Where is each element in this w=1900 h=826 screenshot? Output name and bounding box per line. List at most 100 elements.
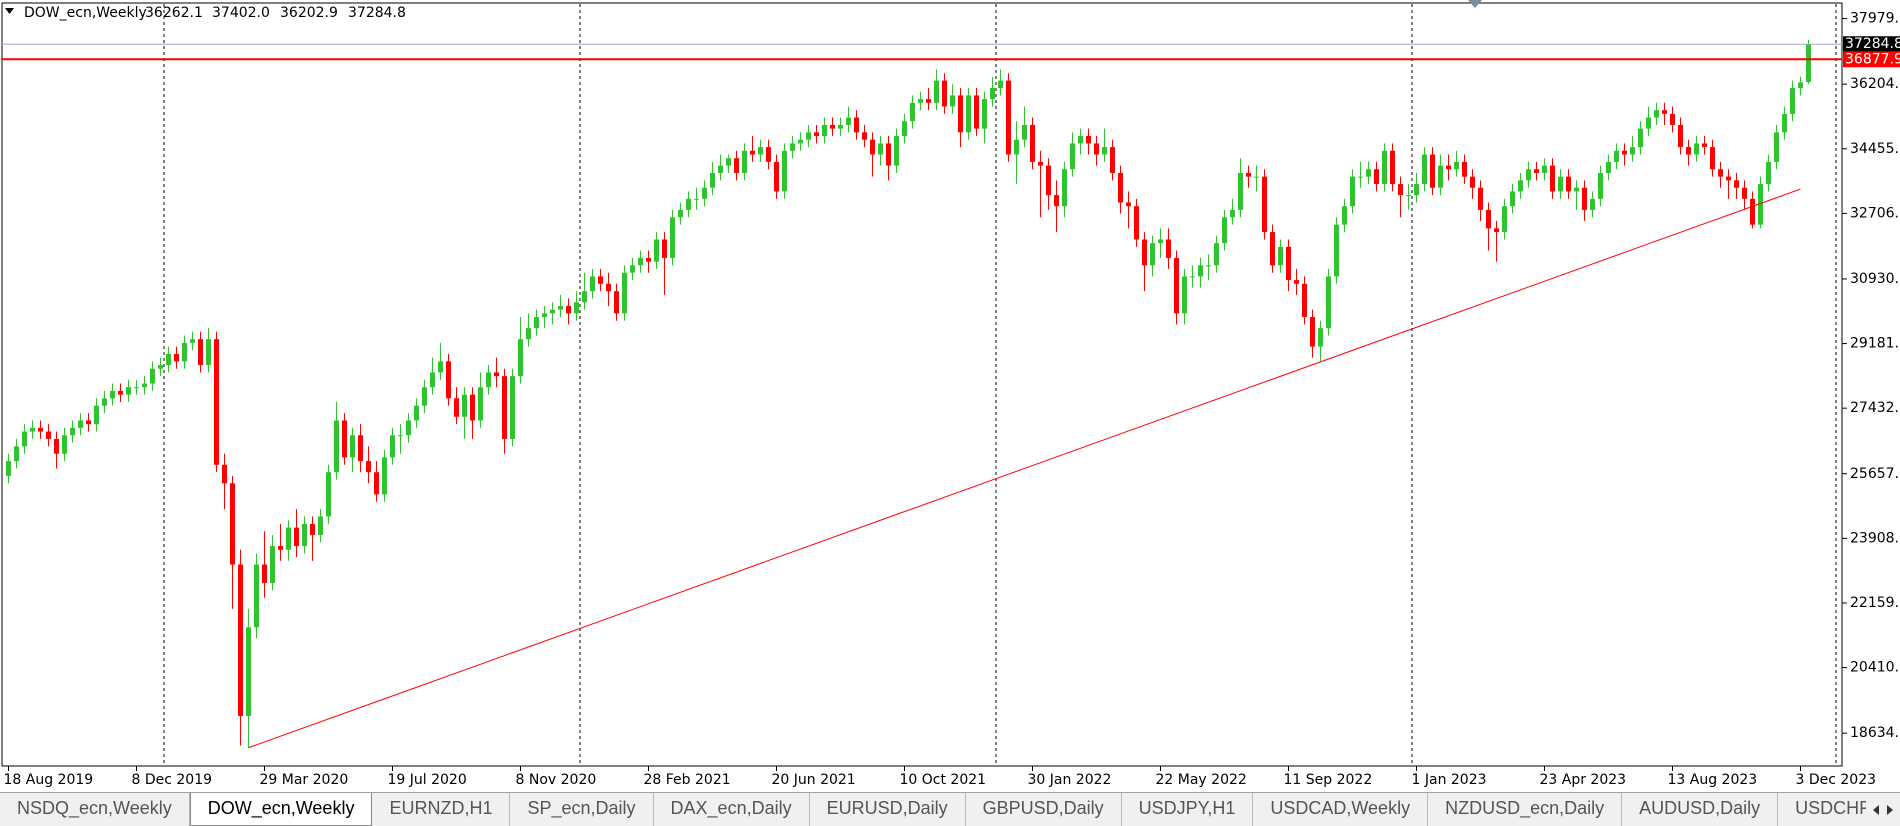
candle-body: [1598, 172, 1603, 199]
candle-body: [438, 361, 443, 373]
candle-body: [502, 376, 507, 439]
candle-body: [366, 461, 371, 473]
candle-body: [1230, 209, 1235, 218]
chart-tab[interactable]: EURNZD,H1: [372, 793, 511, 826]
candle-body: [1542, 165, 1547, 173]
chart-tab[interactable]: DOW_ecn,Weekly: [189, 793, 373, 826]
candle-body: [734, 158, 739, 173]
candle-body: [38, 427, 43, 432]
candle-body: [1806, 44, 1811, 83]
candle-body: [118, 390, 123, 395]
candle-body: [1358, 176, 1363, 178]
candle-body: [606, 283, 611, 292]
candle-body: [710, 172, 715, 188]
candle-body: [1710, 147, 1715, 170]
candle-body: [870, 139, 875, 155]
candle-body: [1342, 206, 1347, 225]
candle-body: [1790, 88, 1795, 114]
x-tick-label: 18 Aug 2019: [4, 772, 94, 788]
candle-body: [1574, 187, 1579, 192]
candle-body: [1774, 132, 1779, 162]
chart-tab[interactable]: EURUSD,Daily: [810, 793, 966, 826]
candle-body: [918, 99, 923, 103]
candle-body: [1334, 224, 1339, 277]
candle-body: [862, 132, 867, 140]
candle-body: [1206, 265, 1211, 267]
candle-body: [1430, 154, 1435, 188]
candle-body: [1502, 206, 1507, 233]
candle-body: [1590, 198, 1595, 210]
chart-tab[interactable]: GBPUSD,Daily: [966, 793, 1122, 826]
scroll-arrows[interactable]: [1871, 803, 1895, 817]
trend-line: [248, 188, 1801, 749]
candle-body: [1126, 202, 1131, 207]
x-tick-label: 19 Jul 2020: [388, 772, 467, 788]
candle-body: [326, 472, 331, 517]
menu-arrow[interactable]: [5, 8, 14, 14]
candle-body: [358, 435, 363, 462]
candle-body: [1246, 172, 1251, 177]
tab-scroll[interactable]: [1866, 793, 1900, 826]
candle-body: [598, 276, 603, 284]
candle-body: [1654, 110, 1659, 118]
candle-body: [766, 147, 771, 162]
candle-body: [134, 387, 139, 389]
candle-body: [294, 527, 299, 547]
candle-body: [998, 80, 1003, 89]
chart-tab[interactable]: USDCAD,Weekly: [1253, 793, 1429, 826]
candle-body: [926, 99, 931, 103]
candle-body: [446, 361, 451, 399]
chart-tab[interactable]: NSDQ_ecn,Weekly: [0, 793, 190, 826]
candle-body: [1670, 113, 1675, 125]
y-tick-label: 32706.0: [1850, 205, 1900, 221]
candle-body: [1734, 180, 1739, 188]
candle-body: [1214, 243, 1219, 266]
open-value: 36262.1: [145, 5, 203, 21]
candle-body: [1398, 184, 1403, 196]
candle-body: [894, 136, 899, 166]
candle-body: [542, 313, 547, 318]
candle-body: [958, 95, 963, 133]
candle-body: [166, 353, 171, 366]
candle-body: [1118, 172, 1123, 203]
candle-body: [14, 446, 19, 462]
candle-body: [886, 143, 891, 166]
candle-body: [1062, 169, 1067, 207]
candle-body: [374, 472, 379, 495]
candle-body: [286, 527, 291, 550]
x-tick-label: 11 Sep 2022: [1284, 772, 1373, 788]
candle-body: [1446, 165, 1451, 170]
chart-tab[interactable]: NZDUSD_ecn,Daily: [1428, 793, 1623, 826]
candle-body: [398, 435, 403, 437]
candle-body: [174, 353, 179, 362]
candle-body: [1254, 176, 1259, 178]
candle-body: [30, 427, 35, 432]
candle-body: [550, 309, 555, 314]
chart-tab[interactable]: SP_ecn,Daily: [510, 793, 654, 826]
candle-body: [878, 143, 883, 155]
candle-body: [78, 420, 83, 428]
candle-body: [350, 435, 355, 458]
candle-body: [686, 198, 691, 210]
chart-tab[interactable]: AUDUSD,Daily: [1622, 793, 1779, 826]
candle-body: [470, 394, 475, 421]
candle-body: [830, 124, 835, 129]
candle-body: [782, 150, 787, 192]
candle-body: [1382, 150, 1387, 185]
candle-body: [1094, 143, 1099, 155]
y-tick-label: 25657.0: [1850, 466, 1900, 482]
chart-tab[interactable]: USDJPY,H1: [1122, 793, 1254, 826]
candle-body: [1366, 169, 1371, 177]
candle-body: [1526, 169, 1531, 181]
candle-body: [1238, 172, 1243, 210]
candle-body: [262, 564, 267, 583]
chart-tab[interactable]: DAX_ecn,Daily: [654, 793, 810, 826]
candle-body: [1198, 265, 1203, 277]
candle-body: [182, 342, 187, 362]
x-tick-label: 1 Jan 2023: [1412, 772, 1487, 788]
candle-body: [1518, 180, 1523, 192]
candle-body: [206, 339, 211, 366]
candle-body: [1030, 124, 1035, 162]
candle-body: [1550, 165, 1555, 192]
